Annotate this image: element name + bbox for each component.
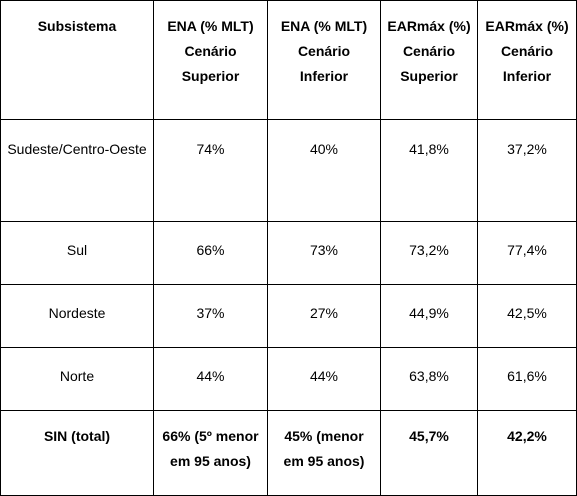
cell-ena-superior: 74% (153, 119, 268, 222)
cell-ena-inferior: 44% (267, 347, 381, 411)
table-row: Sul 66% 73% 73,2% 77,4% (0, 221, 577, 285)
cell-subsistema: Norte (0, 347, 154, 411)
cell-subsistema: SIN (total) (0, 410, 154, 496)
cell-ena-superior: 66% (5º menor em 95 anos) (153, 410, 268, 496)
cell-ear-inferior: 42,2% (477, 410, 577, 496)
table-row: Sudeste/Centro-Oeste 74% 40% 41,8% 37,2% (0, 119, 577, 222)
header-row: Subsistema ENA (% MLT) Cenário Superior … (0, 0, 577, 120)
cell-ear-superior: 63,8% (380, 347, 478, 411)
header-cell-ear-inferior: EARmáx (%) Cenário Inferior (477, 0, 577, 120)
table-row-total: SIN (total) 66% (5º menor em 95 anos) 45… (0, 410, 577, 496)
header-cell-ena-inferior: ENA (% MLT) Cenário Inferior (267, 0, 381, 120)
cell-ena-inferior: 40% (267, 119, 381, 222)
cell-ena-inferior: 27% (267, 284, 381, 348)
cell-ear-inferior: 37,2% (477, 119, 577, 222)
cell-ear-superior: 73,2% (380, 221, 478, 285)
cell-ear-superior: 45,7% (380, 410, 478, 496)
cell-ena-superior: 44% (153, 347, 268, 411)
cell-ear-superior: 41,8% (380, 119, 478, 222)
cell-ear-inferior: 61,6% (477, 347, 577, 411)
cell-subsistema: Sudeste/Centro-Oeste (0, 119, 154, 222)
cell-ear-superior: 44,9% (380, 284, 478, 348)
table-row: Norte 44% 44% 63,8% 61,6% (0, 347, 577, 411)
table-row: Nordeste 37% 27% 44,9% 42,5% (0, 284, 577, 348)
cell-subsistema: Nordeste (0, 284, 154, 348)
cell-ena-superior: 37% (153, 284, 268, 348)
cell-ear-inferior: 42,5% (477, 284, 577, 348)
cell-subsistema: Sul (0, 221, 154, 285)
cell-ear-inferior: 77,4% (477, 221, 577, 285)
cell-ena-inferior: 45% (menor em 95 anos) (267, 410, 381, 496)
header-cell-subsistema: Subsistema (0, 0, 154, 120)
cell-ena-superior: 66% (153, 221, 268, 285)
header-cell-ear-superior: EARmáx (%) Cenário Superior (380, 0, 478, 120)
cell-ena-inferior: 73% (267, 221, 381, 285)
header-cell-ena-superior: ENA (% MLT) Cenário Superior (153, 0, 268, 120)
